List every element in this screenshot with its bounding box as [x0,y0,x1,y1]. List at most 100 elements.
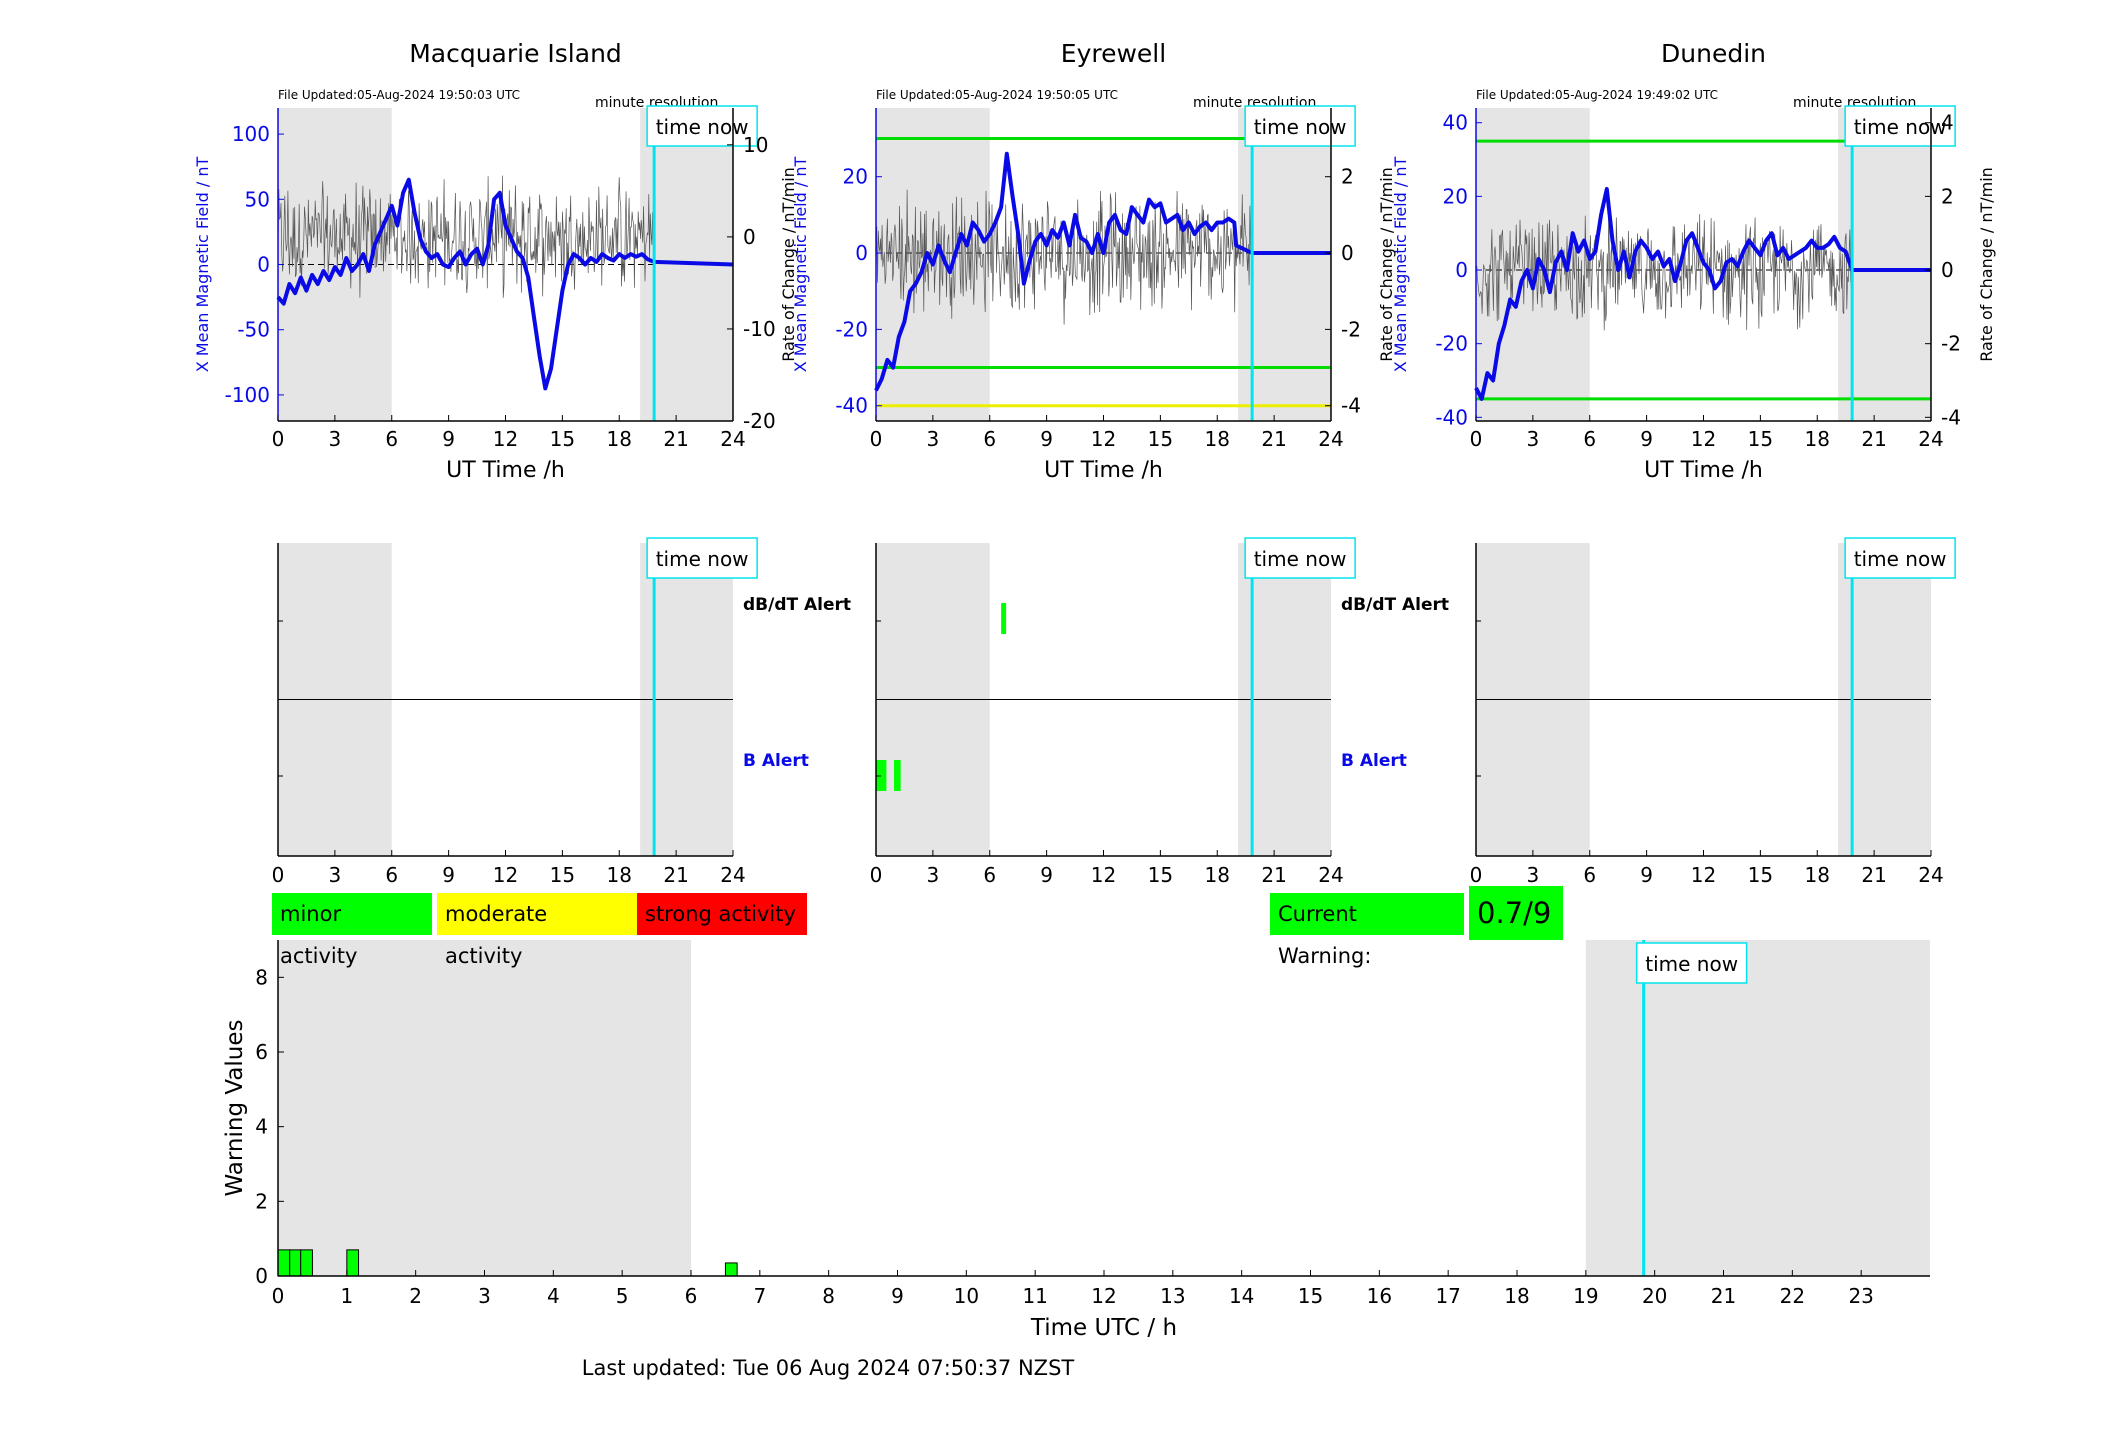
x-tick-label: 24 [720,863,745,887]
x-tick-label: 15 [1148,863,1173,887]
x-tick-label: 15 [550,863,575,887]
y-tick-label: 40 [1443,111,1468,135]
x-tick-label: 9 [891,1284,904,1308]
x-tick-label: 12 [1091,1284,1116,1308]
legend-strong-activity: strong activity [637,893,807,935]
b-alert-bar [894,760,901,791]
station-title: Eyrewell [1061,39,1166,68]
y2-tick-label: 10 [743,133,768,157]
x-tick-label: 19 [1573,1284,1598,1308]
x-tick-label: 5 [616,1284,629,1308]
night-band [278,940,691,1276]
x-tick-label: 24 [1318,427,1343,451]
x-axis-label: Time UTC / h [1030,1315,1177,1341]
x-tick-label: 21 [663,427,688,451]
x-tick-label: 15 [1748,863,1773,887]
x-tick-label: 21 [1711,1284,1736,1308]
x-tick-label: 8 [822,1284,835,1308]
x-field-line [874,151,1331,392]
y-tick-label: 2 [255,1189,268,1213]
warning-bar [346,1249,360,1277]
dbdt-alert-bar [1001,603,1007,634]
station-title: Macquarie Island [409,39,622,68]
y-axis-label: X Mean Magnetic Field / nT [791,157,810,373]
x-tick-label: 21 [1261,863,1286,887]
x-tick-label: 23 [1848,1284,1873,1308]
x-tick-label: 12 [1691,863,1716,887]
x-tick-label: 9 [1640,863,1653,887]
time-now-label: time now [656,547,749,571]
y2-axis-label: Rate of Change / nT/min [779,167,798,362]
y2-tick-label: 2 [1341,165,1354,189]
x-tick-label: 13 [1160,1284,1185,1308]
time-now-box [1844,537,1956,579]
file-updated-label: File Updated:05-Aug-2024 19:50:05 UTC [876,88,1118,102]
x-tick-label: 18 [1205,427,1230,451]
time-now-box [646,105,758,147]
x-tick-label: 24 [1918,427,1943,451]
y-tick-label: 6 [255,1040,268,1064]
y-tick-label: -50 [237,318,270,342]
x-tick-label: 15 [1148,427,1173,451]
y2-tick-label: -10 [743,317,776,341]
dbdt-alert-label: dB/dT Alert [743,595,851,615]
x-tick-label: 3 [927,863,940,887]
y-tick-label: 0 [257,253,270,277]
x-tick-label: 0 [870,863,883,887]
time-now-box [1244,537,1356,579]
x-tick-label: 9 [1640,427,1653,451]
x-tick-label: 0 [272,863,285,887]
x-tick-label: 0 [1470,863,1483,887]
file-updated-label: File Updated:05-Aug-2024 19:49:02 UTC [1476,88,1718,102]
y2-tick-label: -20 [743,409,776,433]
x-tick-label: 12 [493,863,518,887]
y-tick-label: 50 [245,187,270,211]
x-tick-label: 9 [1040,863,1053,887]
x-tick-label: 0 [272,1284,285,1308]
x-tick-label: 21 [1261,427,1286,451]
rate-of-change-line [875,189,1253,325]
x-tick-label: 18 [1805,863,1830,887]
y-tick-label: 4 [255,1115,268,1139]
b-alert-bar [876,760,887,791]
x-tick-label: 0 [272,427,285,451]
x-tick-label: 18 [607,863,632,887]
x-tick-label: 10 [954,1284,979,1308]
x-tick-label: 11 [1022,1284,1047,1308]
x-tick-label: 3 [329,863,342,887]
y2-tick-label: 2 [1941,184,1954,208]
x-tick-label: 20 [1642,1284,1667,1308]
y-tick-label: 100 [232,122,270,146]
x-tick-label: 24 [1318,863,1343,887]
x-tick-label: 6 [385,863,398,887]
y2-tick-label: -2 [1941,332,1961,356]
x-tick-label: 6 [685,1284,698,1308]
x-tick-label: 6 [1583,427,1596,451]
x-tick-label: 0 [1470,427,1483,451]
x-tick-label: 6 [983,863,996,887]
x-tick-label: 12 [1691,427,1716,451]
y2-tick-label: 0 [1341,241,1354,265]
y2-tick-label: -4 [1941,405,1961,429]
y2-axis-label: Rate of Change / nT/min [1977,167,1996,362]
y-tick-label: -40 [835,394,868,418]
y2-tick-label: -2 [1341,317,1361,341]
x-axis-label: UT Time /h [1044,458,1163,483]
x-tick-label: 9 [442,427,455,451]
x-tick-label: 21 [1861,863,1886,887]
x-tick-label: 18 [1205,863,1230,887]
y2-tick-label: 0 [743,225,756,249]
x-tick-label: 3 [329,427,342,451]
y-tick-label: 20 [1443,184,1468,208]
x-tick-label: 1 [340,1284,353,1308]
x-tick-label: 6 [385,427,398,451]
time-now-label: time now [1254,547,1347,571]
warning-bar [277,1249,291,1277]
x-tick-label: 18 [607,427,632,451]
x-tick-label: 18 [1504,1284,1529,1308]
x-tick-label: 3 [478,1284,491,1308]
rate-of-change-line [277,175,655,298]
x-tick-label: 2 [409,1284,422,1308]
x-tick-label: 15 [1298,1284,1323,1308]
